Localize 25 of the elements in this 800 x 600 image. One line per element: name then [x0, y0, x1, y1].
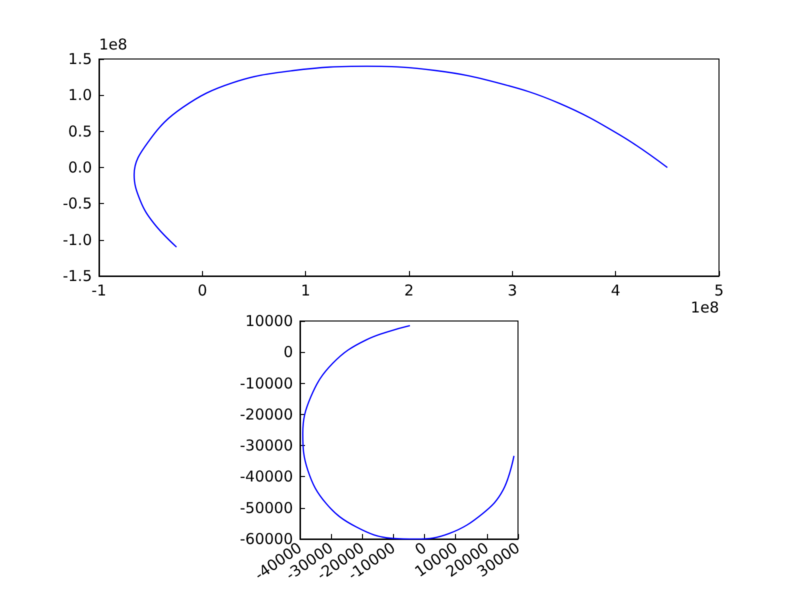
y-tick-label: -10000: [240, 374, 293, 392]
y-tick-label: -1.5: [62, 267, 92, 285]
y-tick-label: -0.5: [62, 194, 92, 213]
x-tick-label: -1: [92, 282, 106, 300]
x-tick-label: 0: [198, 282, 208, 300]
line-series: [302, 325, 515, 540]
y-tick-label: 0.0: [68, 158, 92, 176]
y-tick-label: 0: [283, 343, 293, 362]
x-tick-label: 3: [508, 282, 518, 300]
y-tick-label: -50000: [240, 498, 293, 517]
x-tick-label: 1: [300, 282, 310, 300]
y-tick-label: 0.5: [68, 122, 92, 140]
y-tick-label: 1.0: [68, 86, 92, 104]
y-tick-label: 10000: [245, 312, 293, 330]
text: 1e8: [690, 298, 720, 316]
x-tick-label: 2: [404, 282, 414, 300]
y-tick-label: -30000: [240, 436, 293, 455]
line-series: [133, 66, 668, 248]
y-tick-label: 1.5: [68, 50, 92, 68]
y-tick-label: -1.0: [62, 230, 92, 249]
y-tick-label: -40000: [240, 468, 293, 486]
x-tick-label: 4: [610, 282, 620, 300]
y-tick-label: -20000: [240, 405, 293, 424]
text: 1e8: [99, 36, 128, 54]
x-tick-label: 5: [714, 282, 724, 300]
